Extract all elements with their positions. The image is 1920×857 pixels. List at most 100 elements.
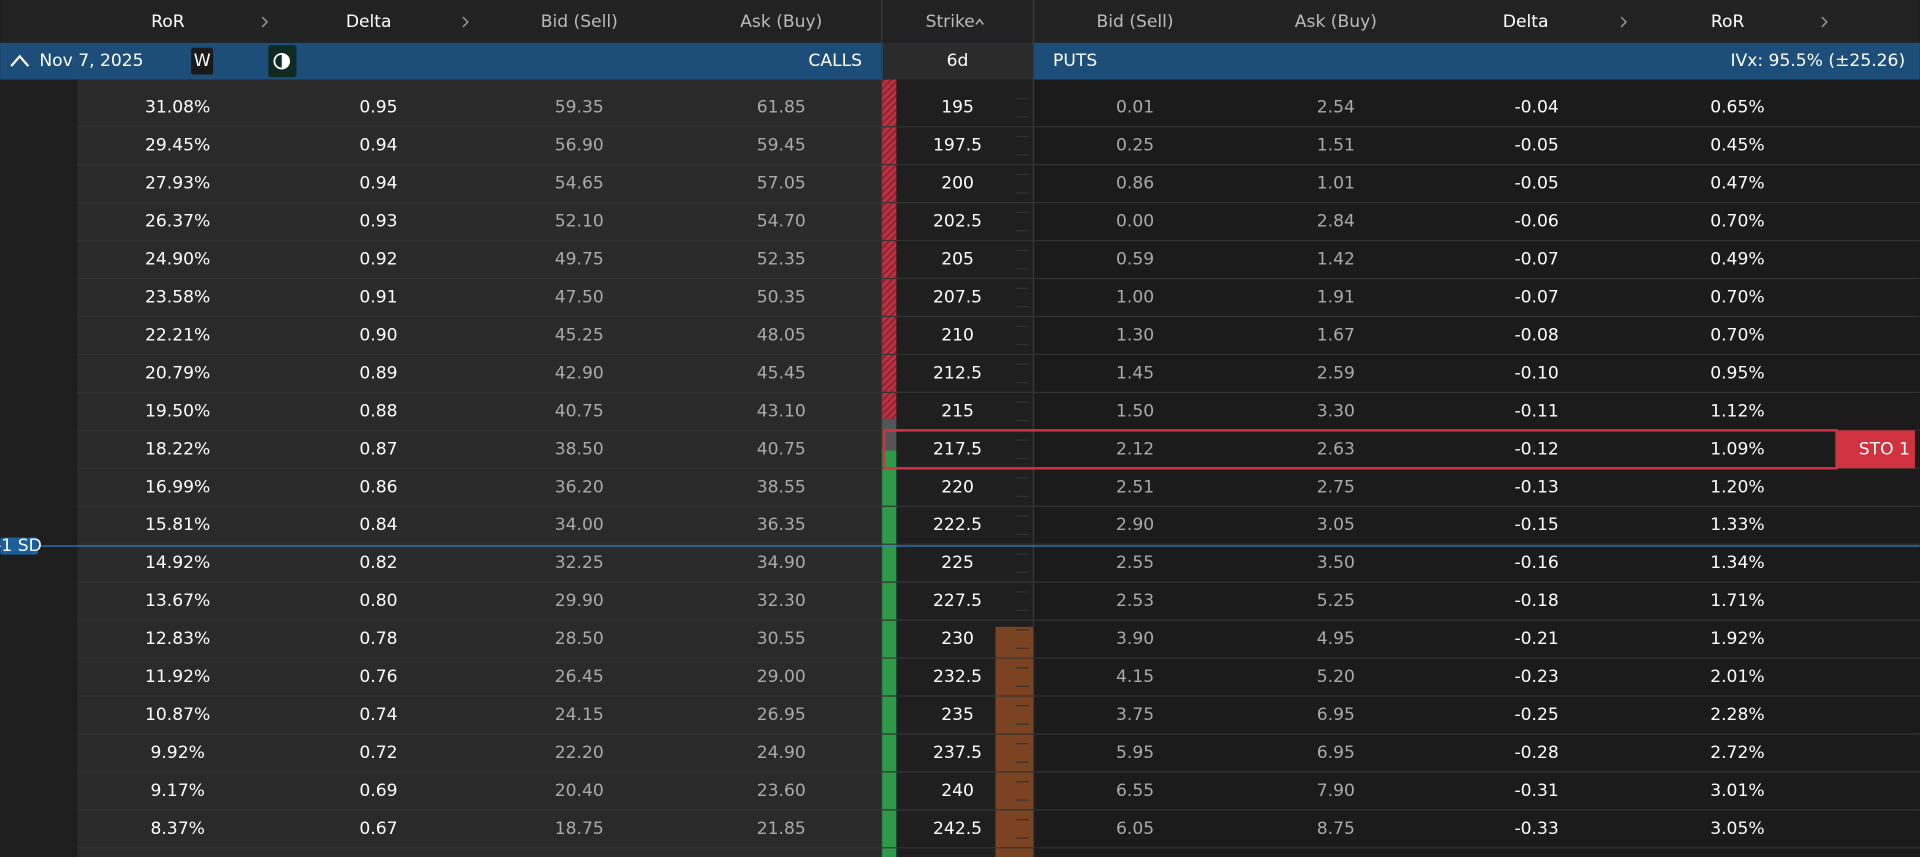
put-delta[interactable]: -0.05 xyxy=(1514,136,1558,156)
put-ask[interactable]: 5.20 xyxy=(1317,667,1355,687)
put-delta[interactable]: -0.25 xyxy=(1514,705,1558,725)
strike[interactable]: 200 xyxy=(941,174,974,194)
strike[interactable]: 205 xyxy=(941,250,974,270)
call-ask[interactable]: 26.95 xyxy=(757,705,806,725)
call-delta[interactable]: 0.87 xyxy=(359,439,397,459)
strike[interactable]: 222.5 xyxy=(933,515,982,535)
call-ask[interactable]: 59.45 xyxy=(757,136,806,156)
put-bid[interactable]: 0.01 xyxy=(1116,98,1154,118)
put-ask[interactable]: 2.63 xyxy=(1317,439,1355,459)
put-ror[interactable]: 1.12% xyxy=(1710,401,1764,421)
put-bid[interactable]: 0.00 xyxy=(1116,212,1154,232)
calls-column-header[interactable]: Bid (Sell) xyxy=(541,12,618,32)
call-ask[interactable]: 23.60 xyxy=(757,781,806,801)
call-ror[interactable]: 10.87% xyxy=(145,705,210,725)
call-ror[interactable]: 24.90% xyxy=(145,250,210,270)
call-bid[interactable]: 40.75 xyxy=(555,401,604,421)
put-delta[interactable]: -0.07 xyxy=(1514,250,1558,270)
put-ror[interactable]: 0.95% xyxy=(1710,363,1764,383)
put-ror[interactable]: 0.70% xyxy=(1710,212,1764,232)
call-ror[interactable]: 8.37% xyxy=(150,819,204,839)
call-bid[interactable]: 38.50 xyxy=(555,439,604,459)
puts-column-header[interactable]: Delta xyxy=(1503,12,1549,32)
put-ask[interactable]: 3.05 xyxy=(1317,515,1355,535)
put-ask[interactable]: 5.25 xyxy=(1317,591,1355,611)
put-bid[interactable]: 3.75 xyxy=(1116,705,1154,725)
calls-column-header[interactable]: RoR xyxy=(151,12,185,32)
call-bid[interactable]: 34.00 xyxy=(555,515,604,535)
call-ror[interactable]: 19.50% xyxy=(145,401,210,421)
strike[interactable]: 207.5 xyxy=(933,288,982,308)
put-ror[interactable]: 1.92% xyxy=(1710,629,1764,649)
call-bid[interactable]: 18.75 xyxy=(555,819,604,839)
call-bid[interactable]: 42.90 xyxy=(555,363,604,383)
call-bid[interactable]: 59.35 xyxy=(555,98,604,118)
strike[interactable]: 240 xyxy=(941,781,974,801)
call-ask[interactable]: 36.35 xyxy=(757,515,806,535)
put-ask[interactable]: 2.59 xyxy=(1317,363,1355,383)
put-bid[interactable]: 2.53 xyxy=(1116,591,1154,611)
call-ror[interactable]: 18.22% xyxy=(145,439,210,459)
call-ask[interactable]: 43.10 xyxy=(757,401,806,421)
put-delta[interactable]: -0.18 xyxy=(1514,591,1558,611)
put-bid[interactable]: 0.86 xyxy=(1116,174,1154,194)
call-ask[interactable]: 50.35 xyxy=(757,288,806,308)
call-delta[interactable]: 0.86 xyxy=(359,477,397,497)
put-ask[interactable]: 1.01 xyxy=(1317,174,1355,194)
put-ask[interactable]: 1.91 xyxy=(1317,288,1355,308)
call-bid[interactable]: 28.50 xyxy=(555,629,604,649)
put-ror[interactable]: 1.33% xyxy=(1710,515,1764,535)
call-delta[interactable]: 0.91 xyxy=(359,288,397,308)
call-delta[interactable]: 0.88 xyxy=(359,401,397,421)
put-ror[interactable]: 2.72% xyxy=(1710,743,1764,763)
call-bid[interactable]: 54.65 xyxy=(555,174,604,194)
call-ask[interactable]: 45.45 xyxy=(757,363,806,383)
call-bid[interactable]: 45.25 xyxy=(555,325,604,345)
call-delta[interactable]: 0.90 xyxy=(359,325,397,345)
call-delta[interactable]: 0.82 xyxy=(359,553,397,573)
put-ror[interactable]: 2.01% xyxy=(1710,667,1764,687)
call-ask[interactable]: 38.55 xyxy=(757,477,806,497)
put-ror[interactable]: 0.70% xyxy=(1710,325,1764,345)
call-delta[interactable]: 0.93 xyxy=(359,212,397,232)
strike[interactable]: 217.5 xyxy=(933,439,982,459)
put-delta[interactable]: -0.12 xyxy=(1514,439,1558,459)
order-button[interactable]: STO 1 xyxy=(1859,439,1910,459)
put-ror[interactable]: 3.01% xyxy=(1710,781,1764,801)
call-ask[interactable]: 29.00 xyxy=(757,667,806,687)
call-ror[interactable]: 26.37% xyxy=(145,212,210,232)
put-delta[interactable]: -0.05 xyxy=(1514,174,1558,194)
call-delta[interactable]: 0.72 xyxy=(359,743,397,763)
call-bid[interactable]: 22.20 xyxy=(555,743,604,763)
put-bid[interactable]: 0.59 xyxy=(1116,250,1154,270)
put-ask[interactable]: 4.95 xyxy=(1317,629,1355,649)
call-ror[interactable]: 20.79% xyxy=(145,363,210,383)
call-ror[interactable]: 23.58% xyxy=(145,288,210,308)
call-bid[interactable]: 24.15 xyxy=(555,705,604,725)
call-ror[interactable]: 9.17% xyxy=(150,781,204,801)
put-ask[interactable]: 1.51 xyxy=(1317,136,1355,156)
put-ror[interactable]: 1.20% xyxy=(1710,477,1764,497)
call-bid[interactable]: 26.45 xyxy=(555,667,604,687)
put-ask[interactable]: 2.75 xyxy=(1317,477,1355,497)
call-bid[interactable]: 29.90 xyxy=(555,591,604,611)
call-delta[interactable]: 0.95 xyxy=(359,98,397,118)
call-ask[interactable]: 52.35 xyxy=(757,250,806,270)
call-delta[interactable]: 0.89 xyxy=(359,363,397,383)
call-ask[interactable]: 21.85 xyxy=(757,819,806,839)
call-ask[interactable]: 40.75 xyxy=(757,439,806,459)
strike[interactable]: 232.5 xyxy=(933,667,982,687)
put-ror[interactable]: 0.45% xyxy=(1710,136,1764,156)
strike[interactable]: 210 xyxy=(941,325,974,345)
put-ask[interactable]: 1.67 xyxy=(1317,325,1355,345)
put-ask[interactable]: 6.95 xyxy=(1317,743,1355,763)
call-delta[interactable]: 0.67 xyxy=(359,819,397,839)
put-ask[interactable]: 8.75 xyxy=(1317,819,1355,839)
call-ror[interactable]: 22.21% xyxy=(145,325,210,345)
put-bid[interactable]: 2.51 xyxy=(1116,477,1154,497)
calls-column-header[interactable]: Delta xyxy=(346,12,392,32)
put-ask[interactable]: 2.84 xyxy=(1317,212,1355,232)
call-bid[interactable]: 36.20 xyxy=(555,477,604,497)
call-ror[interactable]: 29.45% xyxy=(145,136,210,156)
put-ror[interactable]: 1.34% xyxy=(1710,553,1764,573)
